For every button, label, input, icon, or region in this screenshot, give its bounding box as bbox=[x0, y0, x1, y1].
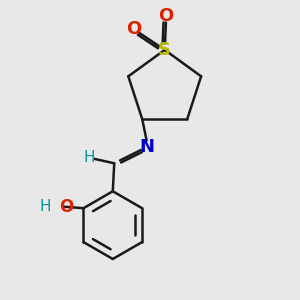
Text: H: H bbox=[83, 150, 95, 165]
Text: N: N bbox=[139, 138, 154, 156]
Text: O: O bbox=[126, 20, 141, 38]
Text: O: O bbox=[159, 7, 174, 25]
Text: O: O bbox=[59, 198, 74, 216]
Text: S: S bbox=[158, 41, 171, 59]
Text: H: H bbox=[40, 199, 51, 214]
